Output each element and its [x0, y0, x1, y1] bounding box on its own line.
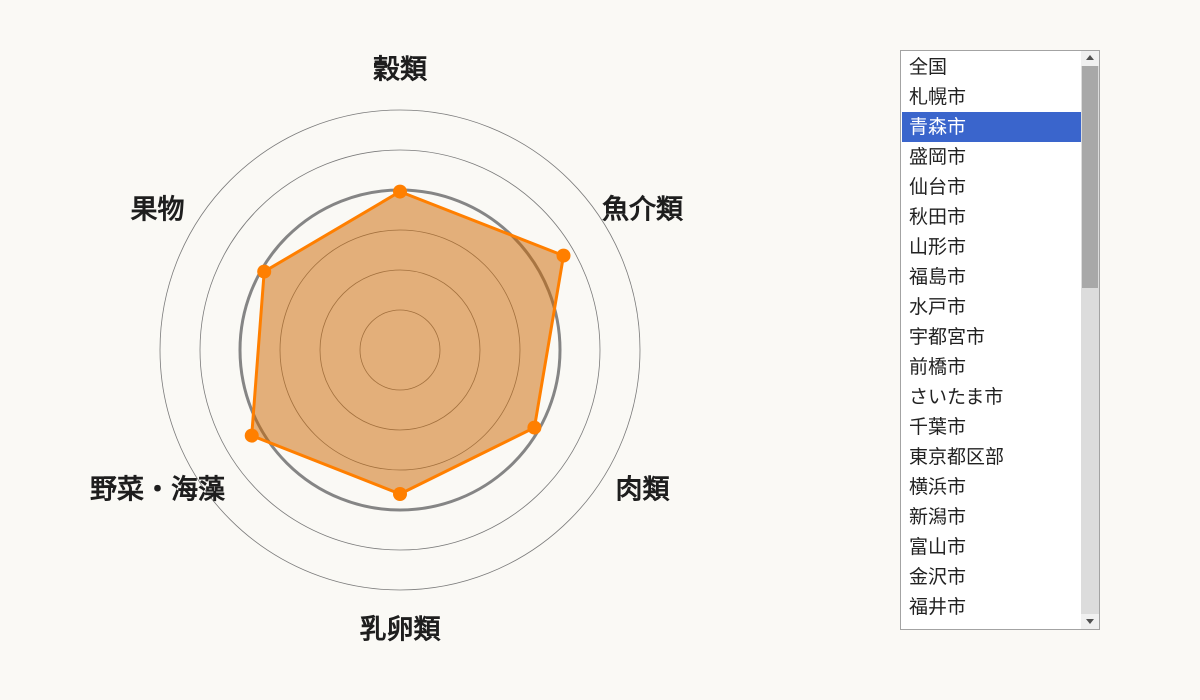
listbox-option[interactable]: 青森市	[902, 112, 1081, 142]
listbox-option[interactable]: 仙台市	[909, 176, 967, 198]
listbox-option[interactable]: 富山市	[909, 536, 967, 558]
data-point	[393, 184, 407, 199]
listbox-option[interactable]: 東京都区部	[909, 446, 1005, 468]
axis-label: 肉類	[615, 475, 670, 506]
listbox-option[interactable]: 新潟市	[909, 506, 967, 528]
data-point	[393, 487, 407, 501]
listbox-option[interactable]: 横浜市	[909, 476, 967, 498]
listbox-option[interactable]: 水戸市	[909, 296, 967, 318]
listbox-option[interactable]: 秋田市	[909, 206, 967, 228]
data-point	[257, 264, 272, 279]
grid-ring	[199, 149, 601, 551]
city-listbox[interactable]: 全国札幌市青森市盛岡市仙台市秋田市山形市福島市水戸市宇都宮市前橋市さいたま市千葉…	[900, 50, 1100, 630]
scroll-up-button[interactable]	[1081, 51, 1099, 66]
listbox-option[interactable]: 前橋市	[909, 356, 967, 378]
scrollbar-thumb[interactable]	[1082, 66, 1098, 288]
listbox-option[interactable]: 山形市	[909, 236, 967, 258]
data-point	[527, 420, 542, 435]
listbox-option[interactable]: 宇都宮市	[909, 326, 986, 348]
listbox-option[interactable]: 福島市	[909, 266, 967, 288]
listbox-scrollbar[interactable]	[1081, 51, 1099, 629]
grid-ring	[159, 109, 641, 591]
triangle-up-icon	[1086, 55, 1094, 60]
listbox-option[interactable]: 金沢市	[909, 566, 967, 588]
listbox-option[interactable]: 全国	[909, 56, 948, 78]
series-area	[250, 190, 565, 496]
triangle-down-icon	[1086, 619, 1094, 624]
listbox-option[interactable]: 盛岡市	[909, 146, 967, 168]
listbox-option[interactable]: 札幌市	[909, 86, 967, 108]
axis-label: 乳卵類	[360, 615, 442, 646]
listbox-option[interactable]: 福井市	[909, 596, 967, 618]
axis-label: 果物	[131, 195, 185, 226]
axis-label: 魚介類	[602, 194, 684, 226]
listbox-option[interactable]: さいたま市	[909, 386, 1004, 408]
scroll-down-button[interactable]	[1081, 614, 1099, 629]
listbox-options: 全国札幌市青森市盛岡市仙台市秋田市山形市福島市水戸市宇都宮市前橋市さいたま市千葉…	[901, 52, 1081, 622]
data-point	[556, 248, 571, 263]
listbox-option[interactable]: 千葉市	[909, 416, 967, 438]
axis-label: 野菜・海藻	[90, 475, 226, 506]
data-point	[244, 428, 259, 443]
radar-chart: 穀類魚介類肉類乳卵類 野菜・海藻 果物	[90, 55, 684, 646]
axis-label: 穀類	[373, 55, 428, 86]
